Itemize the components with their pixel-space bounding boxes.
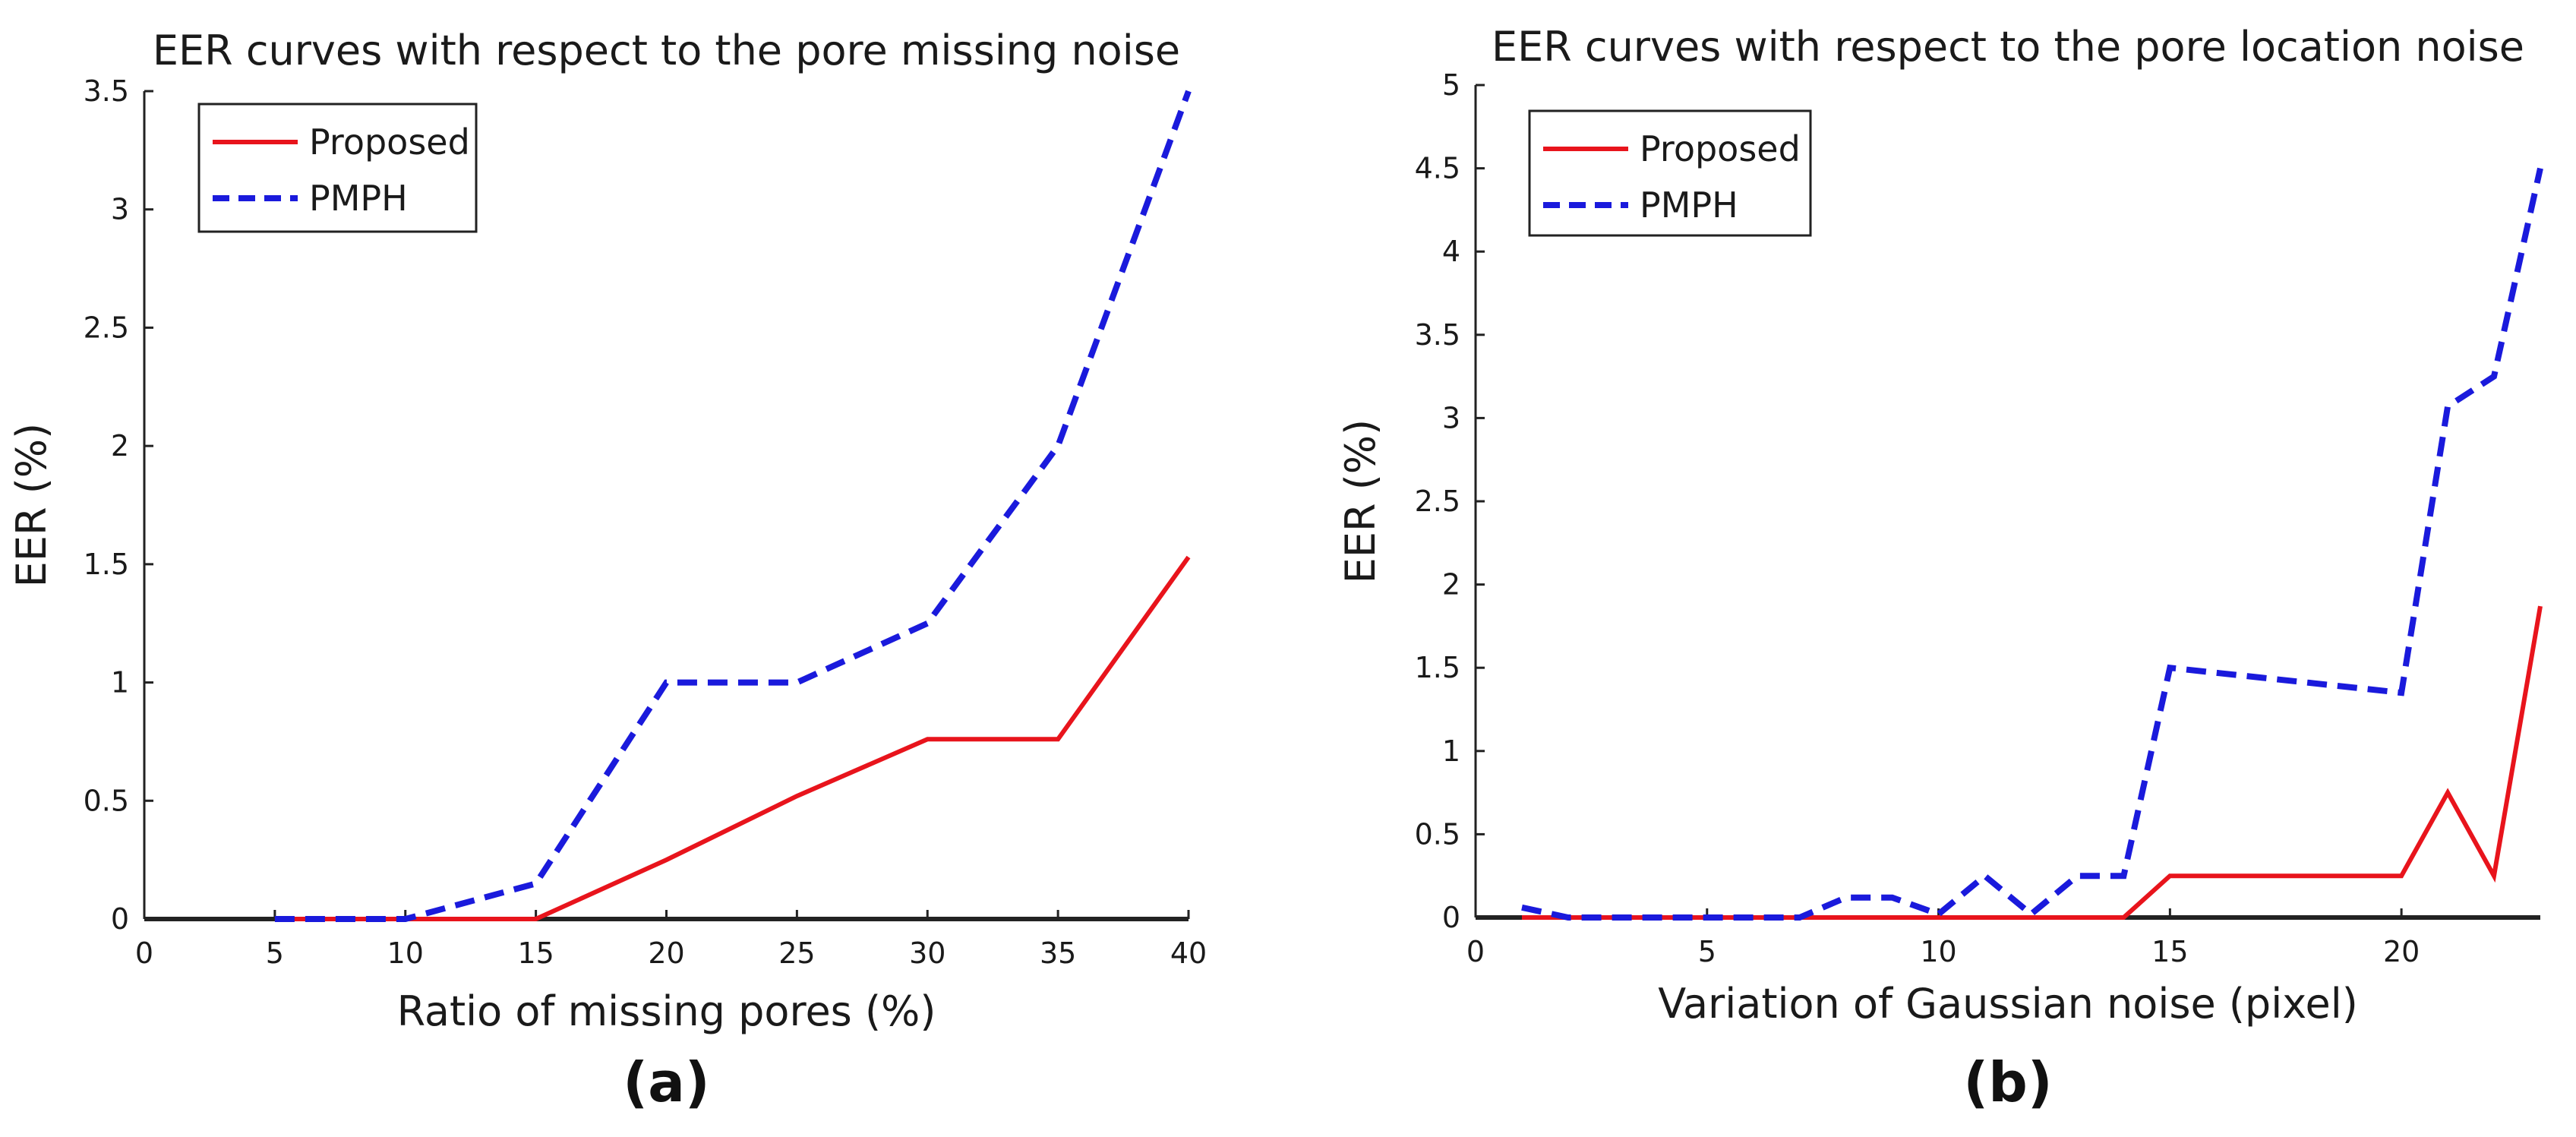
y-tick-label: 4.5 xyxy=(1415,152,1460,185)
x-tick-label: 0 xyxy=(135,936,153,970)
x-tick-label: 0 xyxy=(1466,935,1485,968)
legend-label-proposed: Proposed xyxy=(1640,128,1801,169)
y-tick-label: 4 xyxy=(1442,235,1460,268)
x-tick-label: 10 xyxy=(387,936,424,970)
series-line-proposed xyxy=(274,555,1191,921)
chart-title: EER curves with respect to the pore miss… xyxy=(153,27,1180,74)
legend-label-pmph: PMPH xyxy=(309,178,408,219)
legend-box xyxy=(1528,109,1812,237)
chart-title: EER curves with respect to the pore loca… xyxy=(1492,23,2524,71)
x-tick-label: 20 xyxy=(648,936,684,970)
x-axis-label: Ratio of missing pores (%) xyxy=(397,987,936,1035)
y-tick-label: 0.5 xyxy=(1415,817,1460,851)
x-tick-label: 15 xyxy=(517,936,554,970)
legend-label-proposed: Proposed xyxy=(309,122,470,163)
x-tick-label: 20 xyxy=(2383,935,2420,968)
panel-label: (b) xyxy=(1963,1050,2052,1114)
y-axis-label: EER (%) xyxy=(8,423,55,587)
legend-box xyxy=(197,103,478,233)
y-tick-label: 1.5 xyxy=(84,548,129,581)
x-tick-label: 15 xyxy=(2151,935,2188,968)
x-tick-label: 30 xyxy=(909,936,945,970)
chart-panel-b: EER curves with respect to the pore loca… xyxy=(1337,23,2543,1114)
y-tick-label: 3 xyxy=(1442,401,1460,434)
legend-label-pmph: PMPH xyxy=(1640,185,1738,226)
y-tick-label: 3 xyxy=(111,193,129,226)
y-tick-label: 2 xyxy=(111,429,129,463)
series-line-pmph xyxy=(274,90,1192,922)
y-tick-label: 2 xyxy=(1442,568,1460,602)
x-tick-label: 35 xyxy=(1040,936,1076,970)
y-tick-label: 1.5 xyxy=(1415,651,1460,684)
chart-panel-a: EER curves with respect to the pore miss… xyxy=(8,27,1207,1114)
y-tick-label: 1 xyxy=(111,666,129,700)
series-line-pmph xyxy=(1521,167,2543,921)
x-tick-label: 40 xyxy=(1170,936,1207,970)
x-axis-label: Variation of Gaussian noise (pixel) xyxy=(1658,980,2358,1028)
y-tick-label: 1 xyxy=(1442,734,1460,768)
panel-label: (a) xyxy=(623,1050,709,1114)
x-tick-label: 10 xyxy=(1920,935,1956,968)
y-tick-label: 2.5 xyxy=(1415,485,1460,518)
y-tick-label: 2.5 xyxy=(84,311,129,344)
x-tick-label: 25 xyxy=(778,936,815,970)
y-tick-label: 0 xyxy=(111,902,129,936)
x-tick-label: 5 xyxy=(266,936,284,970)
y-tick-label: 0 xyxy=(1442,901,1460,934)
y-axis-label: EER (%) xyxy=(1337,419,1384,583)
x-tick-label: 5 xyxy=(1698,935,1716,968)
y-tick-label: 3.5 xyxy=(1415,318,1460,352)
y-tick-label: 3.5 xyxy=(84,74,129,108)
y-tick-label: 0.5 xyxy=(84,784,129,817)
y-tick-label: 5 xyxy=(1442,68,1460,102)
series-line-proposed xyxy=(1522,605,2543,920)
